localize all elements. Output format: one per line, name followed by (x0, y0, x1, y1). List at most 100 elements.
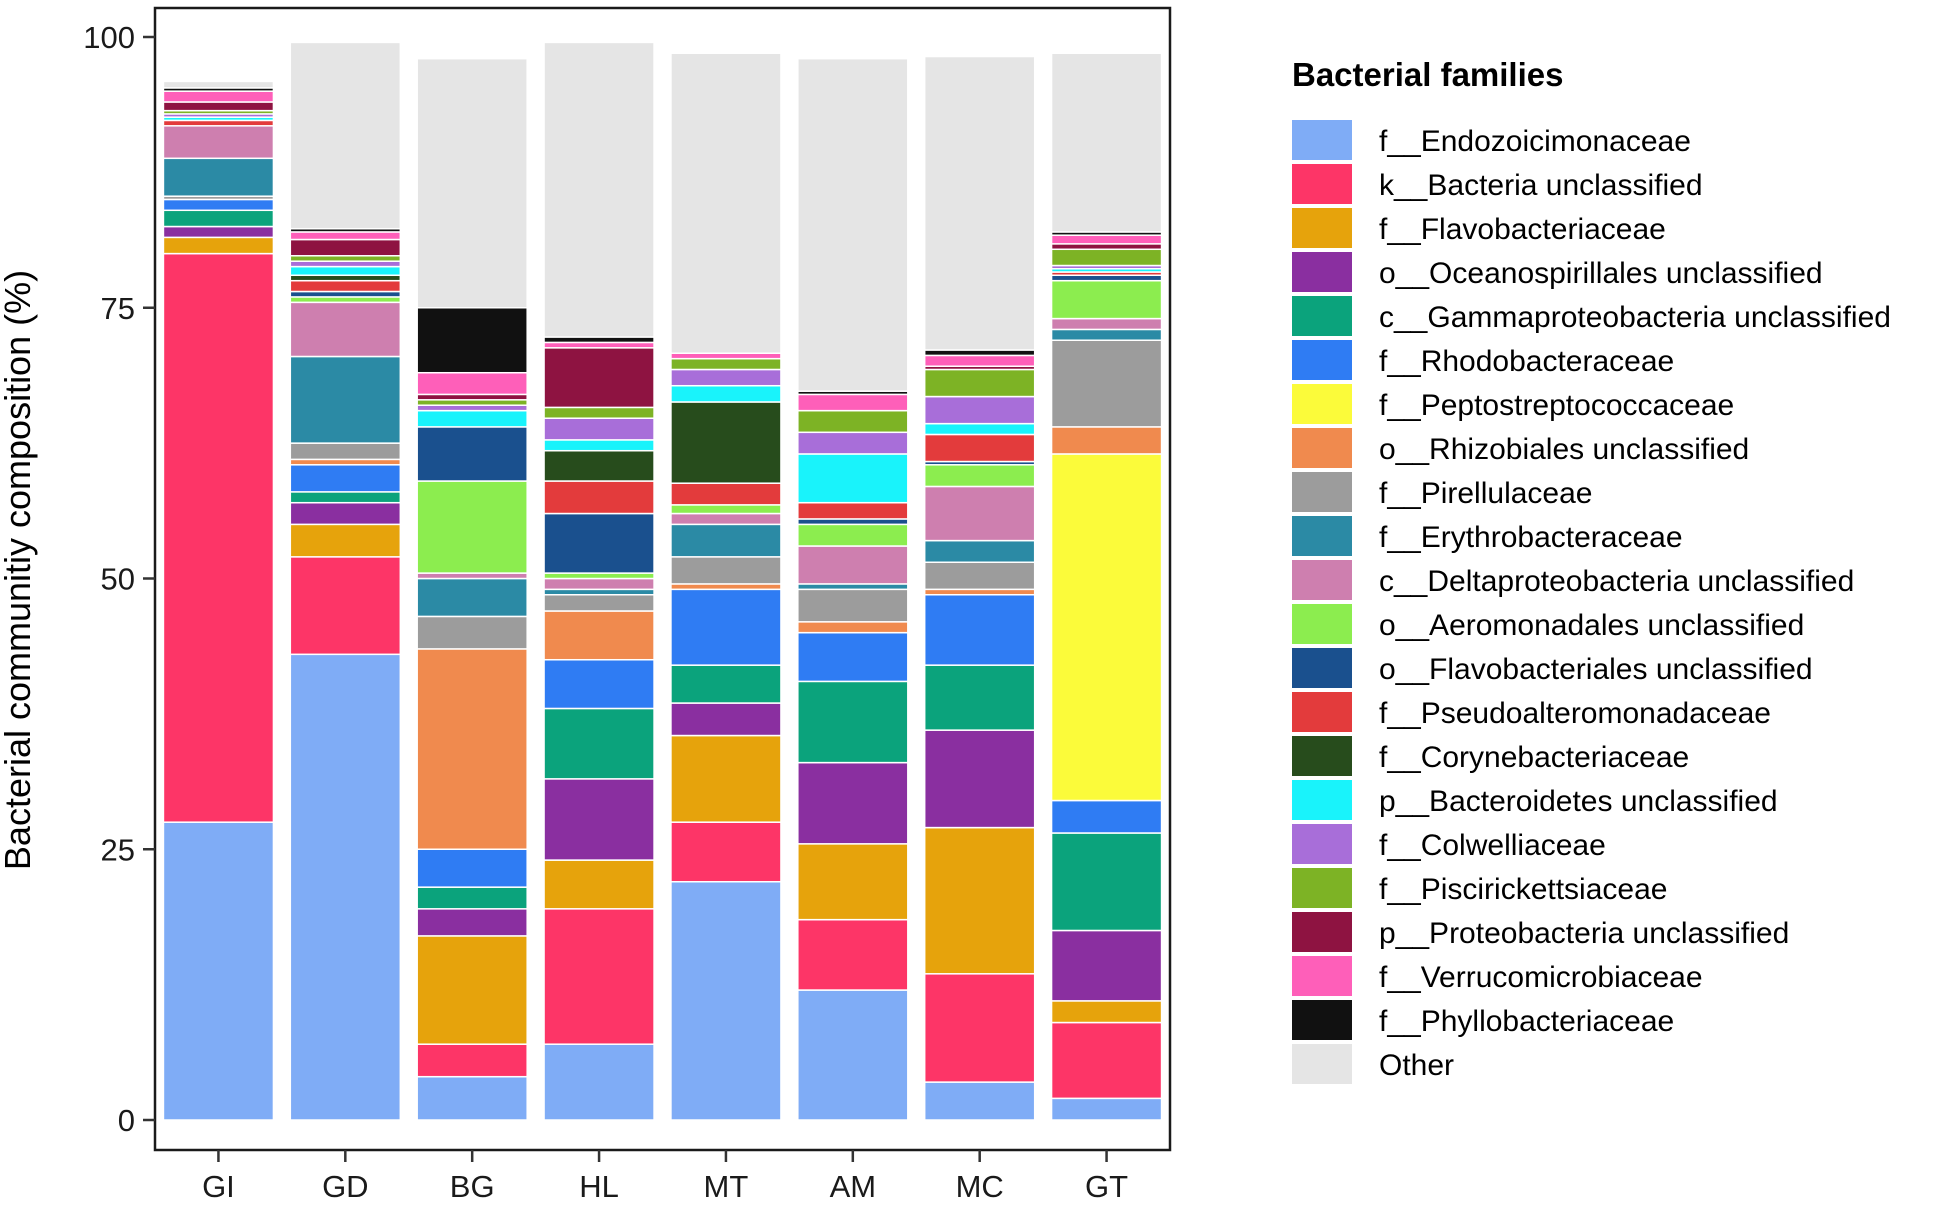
bar-segment-gi-10 (162, 125, 275, 160)
legend-item-1: k__Bacteria unclassified (1292, 164, 1703, 204)
legend-swatch-3 (1292, 252, 1352, 292)
bar-segment-bg-11 (416, 480, 528, 574)
bar-segment-gi-5 (162, 198, 275, 212)
bar-stack-bg (416, 57, 528, 1121)
bar-segment-gt-17 (1050, 248, 1163, 267)
bar-segment-gd-21 (289, 41, 402, 230)
bar-segment-mt-3 (670, 702, 782, 737)
bar-stack-hl (543, 41, 655, 1121)
bar-stack-mt (670, 52, 782, 1121)
bar-segment-gt-1 (1050, 1021, 1163, 1100)
legend-label-9: f__Erythrobacteraceae (1379, 521, 1683, 554)
bar-segment-gd-0 (289, 653, 402, 1121)
bar-segment-mc-15 (923, 422, 1036, 436)
bar-segment-gd-14 (289, 274, 402, 282)
bar-segment-gt-21 (1050, 52, 1163, 233)
bar-segment-mt-11 (670, 504, 782, 515)
bar-segment-hl-19 (543, 341, 655, 349)
legend-swatch-19 (1292, 956, 1352, 996)
legend-swatch-8 (1292, 472, 1352, 512)
bar-segment-gd-2 (289, 523, 402, 558)
bar-segment-gd-19 (289, 231, 402, 241)
legend-label-19: f__Verrucomicrobiaceae (1379, 961, 1703, 994)
legend-swatch-2 (1292, 208, 1352, 248)
bar-segment-mc-21 (923, 55, 1036, 351)
legend-item-6: f__Peptostreptococcaceae (1292, 384, 1734, 424)
legend-item-2: f__Flavobacteriaceae (1292, 208, 1666, 248)
x-tick-label-am: AM (830, 1169, 877, 1204)
bar-segment-gd-3 (289, 501, 402, 526)
bar-segment-mt-5 (670, 588, 782, 666)
bar-segment-mt-4 (670, 664, 782, 704)
bar-segment-hl-5 (543, 658, 655, 710)
bar-stack-mc (923, 55, 1036, 1121)
legend-label-1: k__Bacteria unclassified (1379, 169, 1703, 202)
bar-segment-gd-13 (289, 279, 402, 293)
bar-segment-am-21 (797, 57, 909, 392)
legend-label-17: f__Piscirickettsiaceae (1379, 873, 1667, 906)
bar-segment-hl-17 (543, 406, 655, 419)
legend-swatch-5 (1292, 340, 1352, 380)
x-axis: GI GD BG HL MT AM MC GT (202, 1150, 1128, 1204)
legend-item-0: f__Endozoicimonaceae (1292, 120, 1691, 160)
bar-segment-bg-15 (416, 409, 528, 428)
y-tick-label-25: 25 (101, 832, 135, 867)
bar-segment-am-3 (797, 761, 909, 845)
legend-label-13: f__Pseudoalteromonadaceae (1379, 697, 1771, 730)
legend-label-0: f__Endozoicimonaceae (1379, 125, 1691, 158)
legend-swatch-21 (1292, 1044, 1352, 1084)
bar-segment-gd-4 (289, 491, 402, 504)
bar-segment-mc-13 (923, 433, 1036, 463)
bar-segment-am-1 (797, 918, 909, 991)
bar-segment-mt-8 (670, 556, 782, 585)
legend-swatch-4 (1292, 296, 1352, 336)
bar-segment-gd-15 (289, 265, 402, 277)
bar-segment-mt-13 (670, 482, 782, 506)
legend-item-4: c__Gammaproteobacteria unclassified (1292, 296, 1891, 336)
bar-segment-hl-0 (543, 1043, 655, 1121)
bar-segment-am-16 (797, 431, 909, 455)
bar-segment-gt-9 (1050, 328, 1163, 341)
bar-segment-hl-16 (543, 417, 655, 441)
legend-swatch-20 (1292, 1000, 1352, 1040)
bar-segment-mc-11 (923, 464, 1036, 488)
bar-segment-gd-16 (289, 260, 402, 268)
bar-segment-gt-6 (1050, 453, 1163, 802)
legend-label-20: f__Phyllobacteriaceae (1379, 1005, 1674, 1038)
bar-segment-gi-21 (162, 80, 275, 89)
legend-item-10: c__Deltaproteobacteria unclassified (1292, 560, 1854, 600)
legend-label-11: o__Aeromonadales unclassified (1379, 609, 1804, 642)
bar-segment-gi-13 (162, 119, 275, 127)
y-tick-label-100: 100 (83, 20, 135, 55)
bar-segment-gd-10 (289, 301, 402, 358)
bar-segment-hl-10 (543, 577, 655, 591)
legend-swatch-15 (1292, 780, 1352, 820)
bar-segment-hl-1 (543, 908, 655, 1045)
bar-segment-gt-8 (1050, 339, 1163, 428)
legend-swatch-12 (1292, 648, 1352, 688)
bar-segment-hl-14 (543, 449, 655, 482)
bar-segment-hl-8 (543, 593, 655, 612)
bars-layer (162, 41, 1163, 1121)
legend-label-14: f__Corynebacteriaceae (1379, 741, 1689, 774)
legend-swatch-1 (1292, 164, 1352, 204)
bar-segment-gt-18 (1050, 243, 1163, 251)
legend-label-16: f__Colwelliaceae (1379, 829, 1606, 862)
legend-swatch-6 (1292, 384, 1352, 424)
bar-segment-hl-7 (543, 610, 655, 661)
bar-segment-gd-1 (289, 556, 402, 656)
bar-segment-mc-3 (923, 729, 1036, 829)
legend-item-20: f__Phyllobacteriaceae (1292, 1000, 1674, 1040)
bar-segment-hl-13 (543, 480, 655, 515)
bar-segment-am-11 (797, 523, 909, 547)
bar-segment-am-13 (797, 501, 909, 520)
bar-segment-mt-19 (670, 352, 782, 360)
bar-segment-gt-11 (1050, 279, 1163, 320)
y-tick-label-75: 75 (101, 291, 135, 326)
legend-item-3: o__Oceanospirillales unclassified (1292, 252, 1823, 292)
legend-item-7: o__Rhizobiales unclassified (1292, 428, 1749, 468)
legend-item-14: f__Corynebacteriaceae (1292, 736, 1689, 776)
bar-segment-am-19 (797, 393, 909, 412)
legend-swatch-16 (1292, 824, 1352, 864)
bar-segment-am-17 (797, 409, 909, 434)
